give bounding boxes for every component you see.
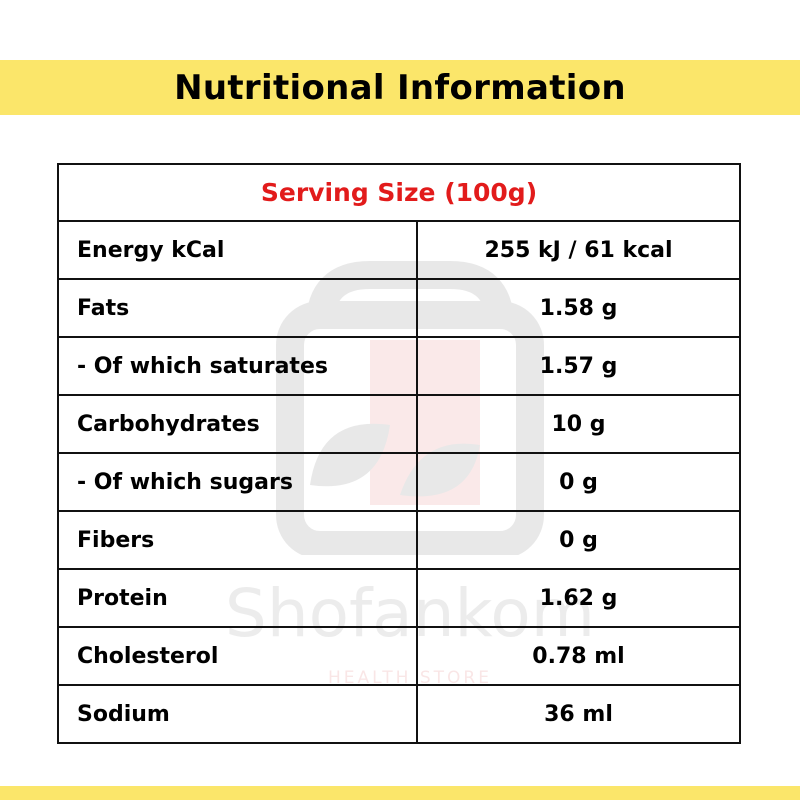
title-band: Nutritional Information <box>0 60 800 115</box>
nutrient-value: 1.58 g <box>416 278 741 338</box>
page-title: Nutritional Information <box>174 67 626 108</box>
nutrient-name: - Of which sugars <box>57 452 418 512</box>
nutrient-name: Protein <box>57 568 418 628</box>
nutrient-name: Carbohydrates <box>57 394 418 454</box>
nutrient-name: Energy kCal <box>57 220 418 280</box>
table-row: Energy kCal 255 kJ / 61 kcal <box>57 220 741 280</box>
nutrient-name: Sodium <box>57 684 418 744</box>
nutrient-name: Fibers <box>57 510 418 570</box>
nutrient-value: 10 g <box>416 394 741 454</box>
nutrient-name: - Of which saturates <box>57 336 418 396</box>
nutrient-value: 255 kJ / 61 kcal <box>416 220 741 280</box>
table-row: - Of which sugars 0 g <box>57 452 741 512</box>
table-row: Sodium 36 ml <box>57 684 741 744</box>
nutrient-value: 1.57 g <box>416 336 741 396</box>
table-row: Protein 1.62 g <box>57 568 741 628</box>
nutrient-value: 0.78 ml <box>416 626 741 686</box>
serving-size-header: Serving Size (100g) <box>57 163 741 222</box>
serving-size-row: Serving Size (100g) <box>57 163 741 222</box>
table-row: Fats 1.58 g <box>57 278 741 338</box>
nutrient-value: 0 g <box>416 510 741 570</box>
table-row: Cholesterol 0.78 ml <box>57 626 741 686</box>
nutrient-value: 1.62 g <box>416 568 741 628</box>
nutrition-table: Serving Size (100g) Energy kCal 255 kJ /… <box>57 163 741 744</box>
table-row: - Of which saturates 1.57 g <box>57 336 741 396</box>
bottom-band <box>0 786 800 800</box>
nutrient-name: Fats <box>57 278 418 338</box>
table-row: Carbohydrates 10 g <box>57 394 741 454</box>
nutrient-value: 0 g <box>416 452 741 512</box>
nutrient-value: 36 ml <box>416 684 741 744</box>
nutrient-name: Cholesterol <box>57 626 418 686</box>
table-row: Fibers 0 g <box>57 510 741 570</box>
